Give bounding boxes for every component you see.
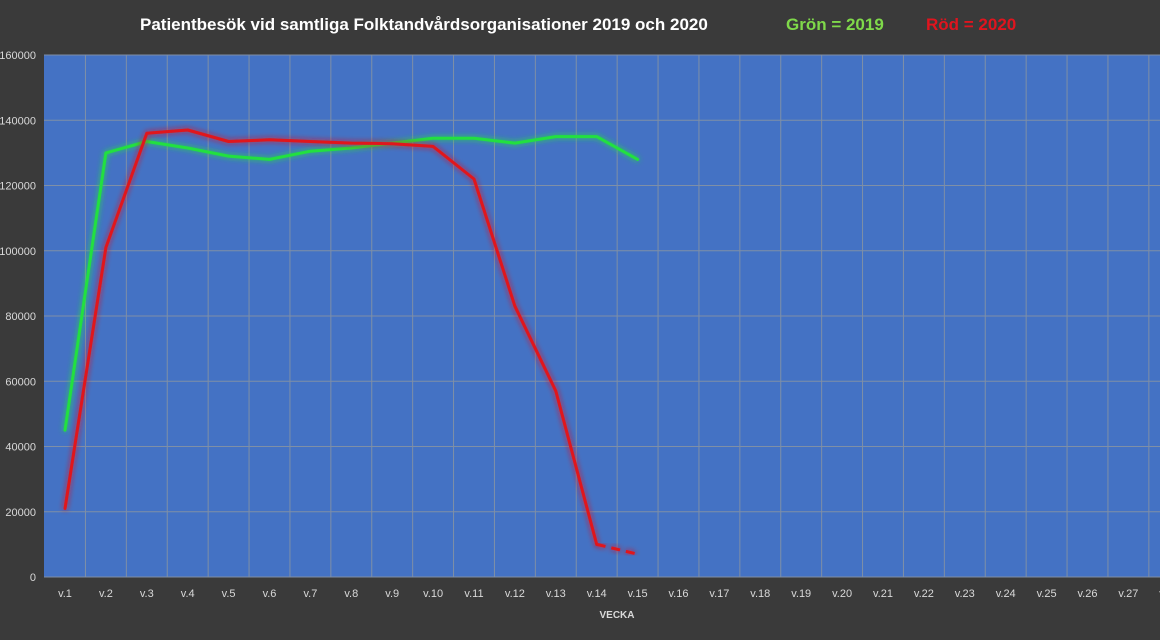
x-tick-label: v.21 xyxy=(873,588,893,600)
x-tick-label: v.17 xyxy=(709,588,729,600)
x-tick-label: v.18 xyxy=(750,588,770,600)
x-tick-label: v.3 xyxy=(140,588,154,600)
x-tick-label: v.2 xyxy=(99,588,113,600)
y-tick-label: 60000 xyxy=(5,376,36,388)
y-tick-label: 160000 xyxy=(0,50,36,62)
x-tick-label: v.16 xyxy=(669,588,689,600)
legend-2019: Grön = 2019 xyxy=(786,15,884,34)
y-tick-label: 140000 xyxy=(0,115,36,127)
x-tick-label: v.25 xyxy=(1037,588,1057,600)
x-tick-label: v.1 xyxy=(58,588,72,600)
x-tick-label: v.20 xyxy=(832,588,852,600)
series-dashed-2020 xyxy=(596,542,638,556)
x-tick-label: v.13 xyxy=(546,588,566,600)
y-axis-ticks: 0 20000 40000 60000 80000 100000 120000 140000 1… xyxy=(0,50,36,584)
legend-2020: Röd = 2020 xyxy=(926,15,1016,34)
chart-title: Patientbesök vid samtliga Folktandvårdso… xyxy=(140,15,708,34)
x-tick-label: v.4 xyxy=(181,588,195,600)
y-tick-label: 40000 xyxy=(5,442,36,454)
x-axis-title: VECKA xyxy=(599,610,634,621)
series-line-2019 xyxy=(63,135,640,432)
x-tick-label: v.11 xyxy=(464,588,483,600)
x-tick-label: v.7 xyxy=(303,588,317,600)
y-tick-label: 80000 xyxy=(5,311,36,323)
x-tick-label: v.22 xyxy=(914,588,934,600)
x-tick-label: v.24 xyxy=(996,588,1016,600)
x-tick-label: v.12 xyxy=(505,588,525,600)
x-tick-label: v.6 xyxy=(263,588,277,600)
x-tick-label: v.19 xyxy=(791,588,811,600)
series-lines xyxy=(63,128,640,556)
x-tick-label: v.15 xyxy=(628,588,648,600)
x-tick-label: v.27 xyxy=(1118,588,1138,600)
x-axis-ticks: v.1 v.2 v.3 v.4 v.5 v.6 v.7 v.8 v.9 v.10 v.11 v.12 v… xyxy=(58,588,1160,600)
x-tick-label: v.9 xyxy=(385,588,399,600)
y-tick-label: 120000 xyxy=(0,181,36,193)
x-tick-label: v.23 xyxy=(955,588,975,600)
x-tick-label: v.26 xyxy=(1078,588,1098,600)
y-tick-label: 20000 xyxy=(5,507,36,519)
grid xyxy=(44,54,1160,578)
x-tick-label: v.14 xyxy=(587,588,607,600)
y-tick-label: 0 xyxy=(30,572,36,584)
x-tick-label: v.5 xyxy=(222,588,236,600)
x-tick-label: v.10 xyxy=(423,588,443,600)
y-tick-label: 100000 xyxy=(0,246,36,258)
x-tick-label: v.8 xyxy=(344,588,358,600)
series-line-2020 xyxy=(63,128,599,546)
